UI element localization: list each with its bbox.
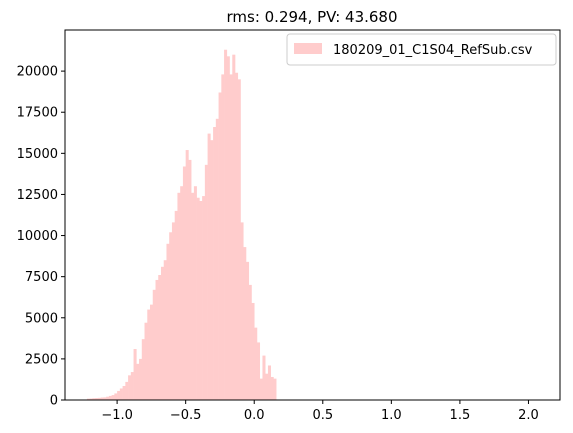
histogram-bar [86,398,90,400]
histogram-bar [273,378,277,400]
histogram-bar [193,186,197,400]
histogram-bar [191,192,195,400]
histogram-bar [166,243,170,400]
histogram-bars [86,49,277,401]
legend-box [286,33,557,66]
legend-label: 180209_01_C1S04_RefSub.csv [333,43,533,58]
histogram-bar [243,247,247,400]
histogram-bar [128,375,132,400]
histogram-bar [139,358,143,400]
histogram-bar [174,210,178,400]
histogram-bar [235,72,239,400]
plot-frame [64,29,561,401]
histogram-bar [111,395,115,400]
histogram-bar [152,289,156,400]
histogram-bar [240,222,244,400]
histogram-bar [210,140,214,400]
histogram-bar [196,197,200,400]
histogram-bar [122,386,126,400]
y-tick-label: 7500 [25,270,58,285]
y-axis: 0 2500 5000 7500 10000 12500 15000 17500 20000 [17,65,65,409]
histogram-bar [171,222,175,400]
histogram-bar [114,393,118,400]
histogram-bar [262,355,266,400]
y-tick-label: 17500 [17,106,58,121]
x-tick-label: 0.0 [244,408,265,423]
histogram-bar [232,54,236,401]
histogram-bar [237,79,241,400]
histogram-bar [106,396,110,400]
histogram-bar [108,395,112,400]
histogram-bar [169,232,173,400]
histogram-bar [213,127,217,401]
x-tick-label: 1.5 [450,408,471,423]
histogram-bar [158,275,162,400]
histogram-bar [246,261,250,400]
histogram-bar [188,159,192,400]
histogram-bar [177,192,181,400]
x-tick-label: 1.0 [381,408,402,423]
histogram-bar [163,260,167,400]
histogram-bar [218,92,222,401]
histogram-bar [133,349,137,400]
histogram-bar [256,342,261,400]
histogram-bar [144,322,148,400]
histogram-bar [125,381,129,400]
x-tick-label: 0.5 [312,408,333,423]
legend: 180209_01_C1S04_RefSub.csv [286,33,557,66]
histogram-bar [119,388,123,400]
histogram-bar [150,304,154,400]
histogram-bar [221,74,225,401]
histogram-bar [215,118,219,401]
histogram-bar [270,376,274,400]
histogram-bar [155,279,159,400]
histogram-bar [117,390,121,400]
histogram-bar [147,309,151,400]
x-axis: −1.0 −0.5 0.0 0.5 1.0 1.5 2.0 [101,400,539,423]
y-tick-label: 20000 [17,65,58,80]
histogram-bar [103,397,107,400]
histogram-bar [92,398,96,400]
histogram-bar [97,397,101,400]
histogram-bar [226,56,230,401]
histogram-bar [95,398,99,400]
y-tick-label: 12500 [17,188,58,203]
histogram-bar [199,201,203,400]
histogram-bar [202,196,206,400]
histogram-bar [130,372,134,400]
histogram-bar [204,164,208,400]
histogram-bar [136,363,140,400]
histogram-bar [267,365,271,400]
histogram-bar [89,398,93,400]
histogram-bar [141,339,145,400]
histogram-bar [265,373,269,400]
histogram-bar [100,397,104,400]
y-tick-label: 15000 [17,147,58,162]
histogram-bar [229,74,233,401]
y-tick-label: 0 [50,394,58,409]
y-tick-label: 5000 [25,311,58,326]
histogram-bar [254,327,258,400]
histogram-bar [182,166,186,400]
histogram-bar [259,378,263,400]
histogram-bar [180,186,184,400]
y-tick-label: 10000 [17,229,58,244]
histogram-bar [207,133,211,400]
histogram-bar [248,284,252,400]
histogram-bar [160,266,165,400]
histogram-bar [185,150,189,400]
histogram-bar [224,49,228,400]
chart-title: rms: 0.294, PV: 43.680 [226,8,397,26]
x-tick-label: −1.0 [101,408,133,423]
y-tick-label: 2500 [25,352,58,367]
x-tick-label: 2.0 [518,408,539,423]
histogram-bar [251,302,255,400]
legend-swatch [294,43,322,54]
x-tick-label: −0.5 [170,408,202,423]
